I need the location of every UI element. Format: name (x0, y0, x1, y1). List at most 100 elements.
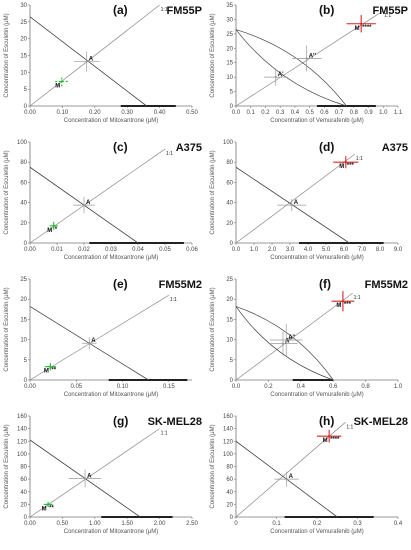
y-tick-label: 40 (20, 201, 27, 207)
x-tick-label: 0.02 (78, 247, 90, 253)
x-tick-label: 1.00 (89, 521, 101, 527)
y-tick-label: 40 (226, 490, 233, 496)
panel-letter: (h) (319, 414, 334, 428)
cell-line-name: A375 (382, 142, 408, 154)
chart-svg: 0.00 0.10 0.20 0.30 0.40 0.50 0 5 10 15 20 25 30 Conc… (4, 3, 202, 124)
y-tick-label: 35 (226, 3, 233, 9)
x-tick-label: 0.0 (232, 384, 241, 390)
point-m-marker (360, 22, 363, 25)
point-a-marker (83, 477, 87, 480)
x-tick-label: 2.50 (186, 521, 198, 527)
panel-letter: (g) (113, 414, 128, 428)
point-a-label: A (294, 200, 299, 206)
x-tick-label: 1.0 (394, 384, 403, 390)
x-axis-title: Concentration of Mitoxantrone (μM) (64, 392, 159, 398)
x-tick-label: 0.00 (24, 110, 36, 116)
ratio-label: 1:1 (384, 13, 391, 19)
ratio-label: 1:1 (346, 424, 353, 430)
chart-svg: 0.0 1.0 2.0 3.0 4.0 5.0 6.0 7.0 8.0 9.0 0 20 40 60 80 1… (210, 140, 408, 261)
y-tick-label: 25 (20, 277, 27, 283)
y-tick-label: 0 (24, 378, 28, 384)
x-tick-label: 5.0 (322, 247, 331, 253)
y-tick-label: 120 (223, 439, 234, 445)
isobole-lower (235, 29, 347, 107)
y-tick-label: 60 (226, 477, 233, 483)
chart-panel: 0.00 0.50 1.00 1.50 2.00 2.50 0 20 40 60 80 100 120 1… (0, 411, 205, 548)
point-m-marker (60, 80, 63, 83)
y-tick-label: 80 (226, 160, 233, 166)
y-tick-label: 20 (20, 37, 27, 43)
x-axis-title: Concentration of Vemurafenib (μM) (270, 255, 364, 261)
x-tick-label: 0.2 (264, 384, 273, 390)
point-a-label: A' (278, 72, 284, 78)
point-a-label: A (289, 474, 294, 480)
point-m-label: M (55, 83, 60, 89)
x-tick-label: 1.50 (121, 521, 133, 527)
chart-svg: 0.0 0.2 0.4 0.6 0.8 1.0 0 5 10 15 20 25 Concentratio… (210, 277, 408, 398)
x-tick-label: 2.00 (154, 521, 166, 527)
x-tick-label: 0.3 (276, 110, 285, 116)
point-m-significance: **** (362, 25, 372, 31)
point-m-significance: ** (49, 505, 54, 511)
point-a-marker (82, 204, 86, 207)
point-a-marker (88, 342, 91, 345)
chart-svg: 0.00 0.05 0.10 0.15 0 5 10 15 20 25 Concentration … (4, 277, 202, 398)
x-tick-label: 4.0 (304, 247, 313, 253)
isobole-lower (235, 306, 334, 381)
panel-letter: (b) (319, 3, 334, 17)
point-m-significance: ** (51, 368, 56, 374)
x-tick-label: 0.4 (297, 384, 306, 390)
chart-svg: 0.00 0.50 1.00 1.50 2.00 2.50 0 20 40 60 80 100 120 1… (4, 414, 202, 535)
cell-line-name: A375 (176, 142, 202, 154)
chart-svg: 0.00 0.01 0.02 0.03 0.04 0.05 0.06 0 20 40 60 80 100… (4, 140, 202, 261)
point-a-marker (274, 76, 277, 79)
x-tick-label: 0 (234, 521, 238, 527)
x-tick-label: 0.03 (105, 247, 117, 253)
x-tick-label: 1.1 (394, 110, 403, 116)
y-tick-label: 0 (230, 515, 234, 521)
y-tick-label: 80 (226, 465, 233, 471)
y-tick-label: 0 (24, 104, 28, 110)
y-tick-label: 160 (17, 414, 28, 420)
y-axis-title: Concentration of Esculetin (μM) (210, 13, 216, 97)
point-m-marker (49, 365, 52, 368)
cell-line-name: SK-MEL28 (354, 416, 408, 428)
cell-line-name: FM55M2 (365, 279, 408, 291)
y-tick-label: 10 (226, 338, 233, 344)
chart-panel: 0 0.1 0.2 0.3 0.4 0 20 40 60 80 100 120 140 160 Concen… (206, 411, 411, 548)
y-tick-label: 5 (230, 358, 234, 364)
cell-line-name: SK-MEL28 (148, 416, 202, 428)
y-axis-title: Concentration of Esculetin (μM) (4, 13, 10, 97)
y-axis-title: Concentration of Esculetin (μM) (210, 287, 216, 371)
ratio-line (235, 153, 356, 244)
x-tick-label: 0.10 (57, 110, 69, 116)
y-tick-label: 100 (223, 452, 234, 458)
x-tick-label: 0.0 (232, 247, 241, 253)
point-a2-marker (305, 57, 308, 60)
point-m-significance: * (55, 227, 58, 233)
chart-panel: 0.00 0.10 0.20 0.30 0.40 0.50 0 5 10 15 20 25 30 Conc… (0, 0, 205, 137)
x-tick-label: 0.01 (51, 247, 63, 253)
x-tick-label: 0.04 (132, 247, 144, 253)
x-tick-label: 0.05 (159, 247, 171, 253)
y-tick-label: 140 (17, 427, 28, 433)
x-tick-label: 0.50 (186, 110, 198, 116)
y-tick-label: 5 (24, 358, 28, 364)
x-tick-label: 1.0 (379, 110, 388, 116)
x-tick-label: 0.8 (361, 384, 370, 390)
x-tick-label: 1.0 (250, 247, 259, 253)
y-tick-label: 15 (20, 317, 27, 323)
chart-panel: 0.0 1.0 2.0 3.0 4.0 5.0 6.0 7.0 8.0 9.0 0 20 40 60 80 1… (206, 137, 411, 274)
x-tick-label: 0.5 (305, 110, 314, 116)
point-a-marker (290, 204, 293, 207)
x-axis-title: Concentration of Mitoxantrone (μM) (64, 255, 159, 261)
point-a2-label: A'' (288, 335, 296, 341)
ratio-line (29, 428, 160, 518)
chart-panel: 0.0 0.1 0.2 0.3 0.4 0.5 0.6 0.7 0.8 0.9 1.0 1.1 0 5 10… (206, 0, 411, 137)
chart-panel: 0.00 0.05 0.10 0.15 0 5 10 15 20 25 Concentration … (0, 274, 205, 411)
point-a-marker (85, 60, 88, 63)
y-tick-label: 120 (17, 439, 28, 445)
cell-line-name: FM55P (373, 5, 408, 17)
y-tick-label: 0 (230, 378, 234, 384)
